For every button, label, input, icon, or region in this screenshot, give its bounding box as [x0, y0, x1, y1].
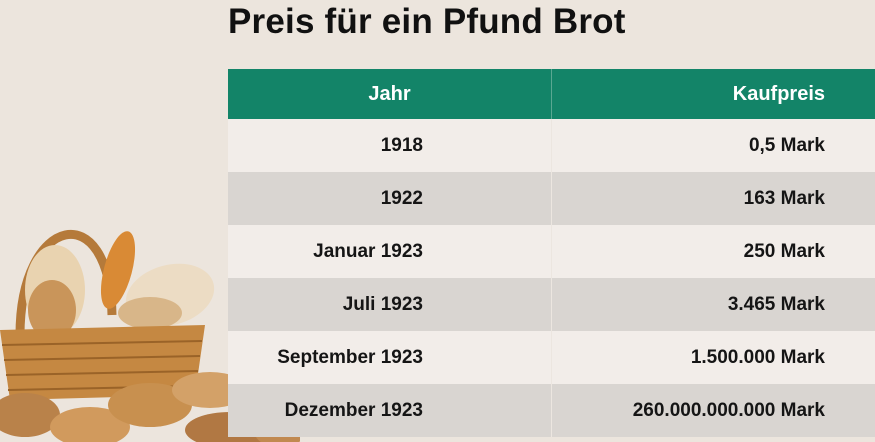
year-cell: 1918: [228, 119, 552, 172]
table-row: 1922 163 Mark: [228, 172, 875, 225]
price-cell: 0,5 Mark: [551, 119, 875, 172]
year-cell: Juli 1923: [228, 278, 552, 331]
table-row: 1918 0,5 Mark: [228, 119, 875, 172]
column-header-year: Jahr: [228, 69, 552, 119]
year-cell: Dezember 1923: [228, 384, 552, 437]
price-table: Jahr Kaufpreis 1918 0,5 Mark 1922 163 Ma…: [228, 69, 875, 437]
price-cell: 260.000.000.000 Mark: [551, 384, 875, 437]
table-row: Januar 1923 250 Mark: [228, 225, 875, 278]
page-title: Preis für ein Pfund Brot: [228, 2, 626, 41]
year-cell: September 1923: [228, 331, 552, 384]
column-header-price: Kaufpreis: [551, 69, 875, 119]
table-row: Juli 1923 3.465 Mark: [228, 278, 875, 331]
price-cell: 163 Mark: [551, 172, 875, 225]
table-row: Dezember 1923 260.000.000.000 Mark: [228, 384, 875, 437]
year-cell: Januar 1923: [228, 225, 552, 278]
year-cell: 1922: [228, 172, 552, 225]
table-header-row: Jahr Kaufpreis: [228, 69, 875, 119]
price-cell: 1.500.000 Mark: [551, 331, 875, 384]
table-row: September 1923 1.500.000 Mark: [228, 331, 875, 384]
price-cell: 3.465 Mark: [551, 278, 875, 331]
price-cell: 250 Mark: [551, 225, 875, 278]
